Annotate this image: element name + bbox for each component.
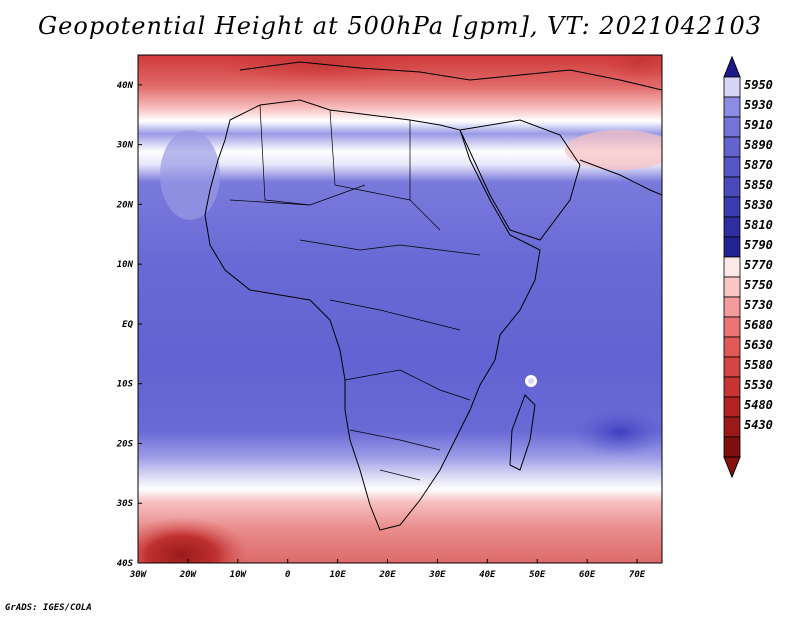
colorbar-level-label: 5630: [744, 338, 773, 352]
colorbar-level-label: 5530: [744, 378, 773, 392]
colorbar-level-label: 5790: [744, 238, 773, 252]
lat-tick-label: 40S: [117, 559, 134, 569]
grads-credit: GrADS: IGES/COLA: [5, 603, 92, 613]
colorbar-swatch: [723, 336, 741, 358]
colorbar-swatch: [723, 236, 741, 258]
lon-tick-label: 30W: [129, 570, 148, 580]
lon-tick-label: 40E: [479, 570, 496, 580]
colorbar-swatch: [723, 176, 741, 198]
lon-tick-label: 0: [285, 570, 291, 580]
lat-tick-label: 10N: [117, 260, 134, 270]
colorbar: 5950 5930 5910 5890 5870 5850 5830 5810 5790 5770…: [723, 55, 773, 479]
colorbar-max-arrow: [723, 55, 741, 78]
colorbar-swatch: [723, 216, 741, 238]
colorbar-swatch: [723, 96, 741, 118]
lat-tick-label: 30S: [116, 499, 134, 509]
colorbar-level-label: 5830: [744, 198, 773, 212]
lat-tick-label: EQ: [122, 320, 133, 330]
colorbar-swatch: [723, 376, 741, 398]
colorbar-level-label: 5480: [744, 398, 773, 412]
colorbar-level-label: 5430: [744, 418, 773, 432]
colorbar-swatch: [723, 76, 741, 98]
colorbar-level-label: 5850: [744, 178, 773, 192]
colorbar-swatch: [723, 356, 741, 378]
colorbar-level-label: 5930: [744, 98, 773, 112]
height-field: [138, 55, 662, 563]
lat-tick-label: 20S: [116, 439, 134, 449]
colorbar-swatch: [723, 416, 741, 438]
lon-tick-label: 70E: [629, 570, 646, 580]
colorbar-swatch: [723, 136, 741, 158]
colorbar-swatch: [723, 296, 741, 318]
colorbar-level-label: 5810: [744, 218, 773, 232]
colorbar-level-label: 5910: [744, 118, 773, 132]
colorbar-level-label: 5890: [744, 138, 773, 152]
colorbar-level-label: 5950: [744, 78, 773, 92]
lon-tick-label: 20E: [378, 570, 396, 580]
country-borders: [229, 104, 481, 481]
colorbar-swatch: [723, 276, 741, 298]
colorbar-level-label: 5730: [744, 298, 773, 312]
colorbar-level-label: 5750: [744, 278, 773, 292]
lon-tick-label: 20W: [179, 570, 198, 580]
colorbar-swatch: [723, 196, 741, 218]
lon-tick-label: 10W: [230, 570, 248, 580]
lat-tick-label: 30N: [116, 141, 134, 151]
colorbar-swatch: [723, 116, 741, 138]
map-title: Geopotential Height at 500hPa [gpm], VT:…: [38, 12, 762, 40]
colorbar-swatch: [723, 256, 741, 278]
coastlines: [204, 61, 662, 531]
colorbar-level-label: 5680: [744, 318, 773, 332]
lon-tick-label: 10E: [329, 570, 346, 580]
lat-tick-label: 20N: [116, 200, 134, 210]
colorbar-swatch: [723, 156, 741, 178]
colorbar-level-label: 5580: [744, 358, 773, 372]
lon-tick-label: 50E: [529, 570, 546, 580]
colorbar-swatch: [723, 396, 741, 418]
lon-tick-label: 30E: [428, 570, 446, 580]
colorbar-swatch: [723, 436, 741, 458]
colorbar-level-label: 5870: [744, 158, 773, 172]
longitude-labels: 30W 20W 10W 0 10E 20E 30E 40E 50E 60E 70E: [129, 559, 646, 580]
lat-tick-label: 40N: [117, 81, 134, 91]
latitude-labels: 40N 30N 20N 10N EQ 10S 20S 30S 40S: [116, 81, 142, 569]
colorbar-swatch: [723, 316, 741, 338]
colorbar-min-arrow: [723, 456, 741, 479]
lat-tick-label: 10S: [117, 380, 134, 390]
colorbar-level-label: 5770: [744, 258, 773, 272]
lon-tick-label: 60E: [579, 570, 596, 580]
map-frame: [137, 54, 663, 564]
